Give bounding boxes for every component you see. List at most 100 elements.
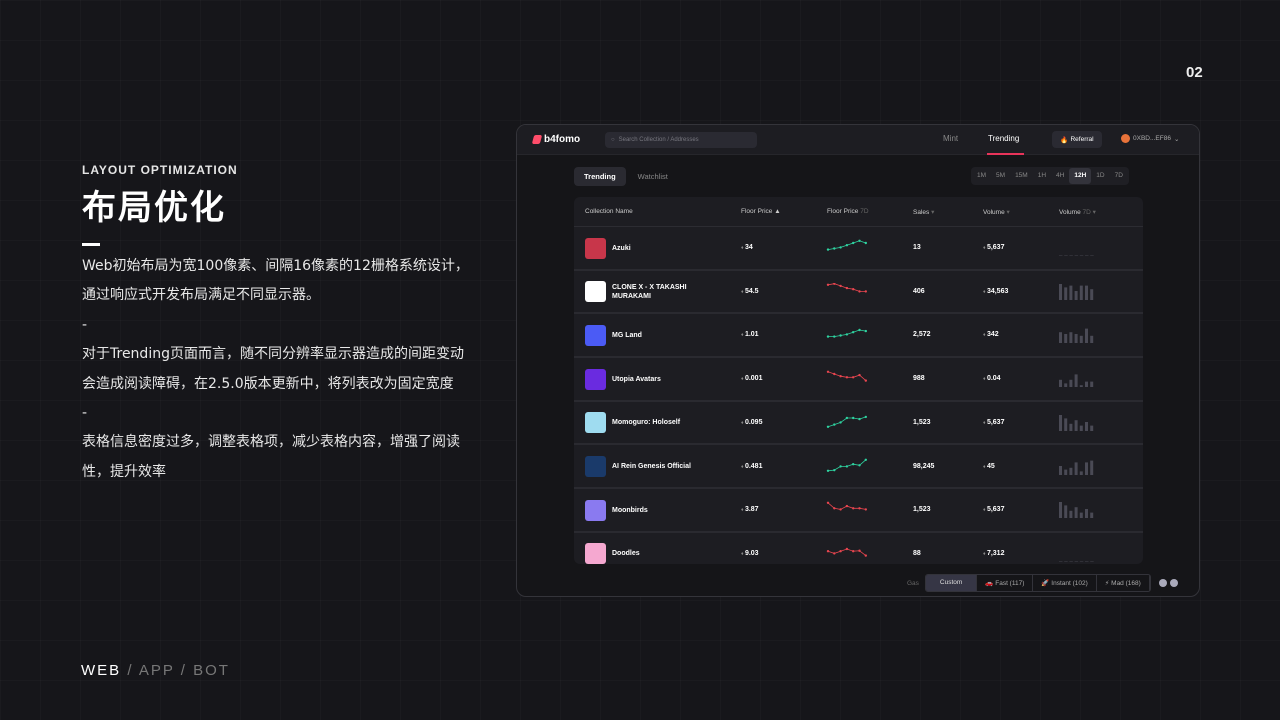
volume-bar (1064, 469, 1068, 475)
col-sales[interactable]: Sales ▾ (913, 208, 934, 216)
volume-bar (1085, 381, 1088, 388)
sales: 88 (913, 549, 921, 557)
floor-value: 0.095 (744, 418, 763, 426)
range-15m[interactable]: 15M (1015, 172, 1028, 179)
volume-bar (1074, 419, 1078, 431)
sparkline-point (826, 335, 830, 339)
table-row[interactable]: CLONE X - X TAKASHI MURAKAMI ♦ 54.5 406 … (574, 271, 1143, 315)
gas-option[interactable]: 🚀 Instant (102) (1033, 575, 1097, 591)
volume: ♦ 5,637 (983, 506, 1004, 513)
discord-icon[interactable] (1158, 579, 1167, 587)
volume-bar (1079, 561, 1084, 562)
sparkline-point (833, 372, 836, 376)
range-1m[interactable]: 1M (977, 172, 987, 179)
volume-7d-bars (1059, 374, 1094, 388)
sparkline-point (864, 379, 867, 382)
tab-watchlist[interactable]: Watchlist (637, 172, 668, 181)
collection-name[interactable]: Moonbirds (612, 506, 648, 514)
eth-icon: ♦ (983, 288, 987, 295)
collection-name[interactable]: Azuki (612, 244, 631, 252)
range-1h[interactable]: 1H (1037, 172, 1047, 179)
sales: 2,572 (913, 331, 931, 339)
eth-icon: ♦ (983, 550, 987, 557)
referral-button[interactable]: 🔥 Referral (1052, 131, 1102, 148)
collection-avatar (585, 543, 606, 564)
sparkline-point (845, 286, 849, 289)
collection-name[interactable]: AI Rein Genesis Official (612, 463, 691, 470)
col-label: Volume (983, 209, 1005, 216)
collection-name[interactable]: CLONE X - X TAKASHI MURAKAMI (612, 283, 687, 300)
eth-icon: ♦ (741, 288, 745, 295)
range-4h[interactable]: 4H (1056, 172, 1065, 179)
sparkline-point (858, 417, 861, 421)
volume-value: 34,563 (986, 287, 1009, 295)
eth-icon: ♦ (983, 419, 987, 426)
sparkline-point (833, 282, 836, 285)
tab-trending[interactable]: Trending (574, 167, 626, 186)
table-row[interactable]: Moonbirds ♦ 3.87 1,523 ♦ 5,637 (574, 489, 1143, 533)
collection-name[interactable]: Doodles (612, 550, 640, 558)
sales: 13 (913, 244, 921, 251)
sparkline-point (852, 241, 855, 245)
eth-icon: ♦ (741, 507, 745, 514)
wallet-address: 0XBD...EF86 (1133, 135, 1171, 142)
volume-bar (1090, 381, 1094, 388)
sparkline-point (839, 284, 842, 287)
volume-bar (1059, 502, 1062, 519)
col-volume[interactable]: Volume ▾ (983, 208, 1010, 216)
eth-icon: ♦ (983, 507, 987, 514)
nav-mint[interactable]: Mint (943, 134, 959, 143)
search-input[interactable]: ○ Search Collection / Addresses (605, 132, 757, 148)
table-header: Collection Name Floor Price ▲ Floor Pric… (574, 197, 1143, 227)
col-volume-7d[interactable]: Volume 7D ▾ (1059, 208, 1096, 216)
volume-bar (1085, 285, 1088, 300)
app-label: APP (138, 662, 175, 679)
wallet-button[interactable]: 0XBD...EF86 ⌄ (1121, 134, 1179, 143)
sparkline-point (852, 462, 855, 465)
table-row[interactable]: MG Land ♦ 1.01 2,572 ♦ 342 (574, 314, 1143, 359)
volume-bar (1069, 561, 1073, 562)
gas-option[interactable]: Custom (925, 575, 978, 591)
sparkline-point (864, 458, 867, 461)
gas-option[interactable]: ⚡ Mad (168) (1097, 575, 1150, 591)
table-row[interactable]: AI Rein Genesis Official ♦ 0.481 98,245 … (574, 446, 1143, 490)
navbar: b4fomo ○ Search Collection / Addresses Mi… (517, 125, 1199, 155)
volume-bar (1090, 288, 1094, 300)
twitter-icon[interactable] (1169, 579, 1178, 587)
range-7d[interactable]: 7D (1114, 172, 1123, 179)
volume-bar (1059, 255, 1063, 256)
collection-name[interactable]: Utopia Avatars (612, 375, 661, 383)
eth-icon: ♦ (741, 463, 745, 470)
table-row[interactable]: Doodles ♦ 9.03 88 ♦ 7,312 (574, 533, 1143, 564)
table-row[interactable]: Momoguro: Holoself ♦ 0.095 1,523 ♦ 5,637 (574, 402, 1143, 446)
table-row[interactable]: Utopia Avatars ♦ 0.001 988 ♦ 0.04 (574, 358, 1143, 402)
sparkline-point (864, 415, 867, 418)
collection-name[interactable]: MG Land (612, 331, 642, 339)
table-row[interactable]: Azuki ♦ 34 13 ♦ 5,637 (574, 227, 1143, 271)
eth-icon: ♦ (741, 245, 745, 251)
range-12h[interactable]: 12H (1069, 168, 1092, 184)
sort-up-icon: ▲ (774, 208, 781, 215)
nav-trending[interactable]: Trending (988, 134, 1020, 143)
volume-bar (1085, 509, 1088, 519)
range-5m[interactable]: 5M (996, 172, 1006, 179)
col-floor[interactable]: Floor Price ▲ (741, 208, 781, 215)
volume-bar (1059, 332, 1062, 344)
gas-option[interactable]: 🚗 Fast (117) (977, 575, 1034, 591)
collection-name[interactable]: Momoguro: Holoself (612, 419, 681, 427)
sparkline-point (839, 420, 842, 424)
sparkline-point (826, 248, 830, 251)
sparkline-point (839, 549, 842, 553)
volume-bar (1090, 561, 1094, 562)
volume-bar (1069, 379, 1073, 388)
volume-value: 5,637 (986, 418, 1005, 426)
range-1d[interactable]: 1D (1096, 172, 1105, 179)
sparkline-point (826, 283, 830, 286)
sparkline-point (826, 370, 830, 374)
caret-down-icon: ▾ (931, 209, 935, 216)
collection-avatar (585, 281, 606, 303)
logo[interactable]: b4fomo (531, 134, 580, 145)
volume-bar (1069, 332, 1073, 344)
col-name[interactable]: Collection Name (585, 208, 633, 215)
col-floor-7d[interactable]: Floor Price 7D (827, 208, 869, 215)
